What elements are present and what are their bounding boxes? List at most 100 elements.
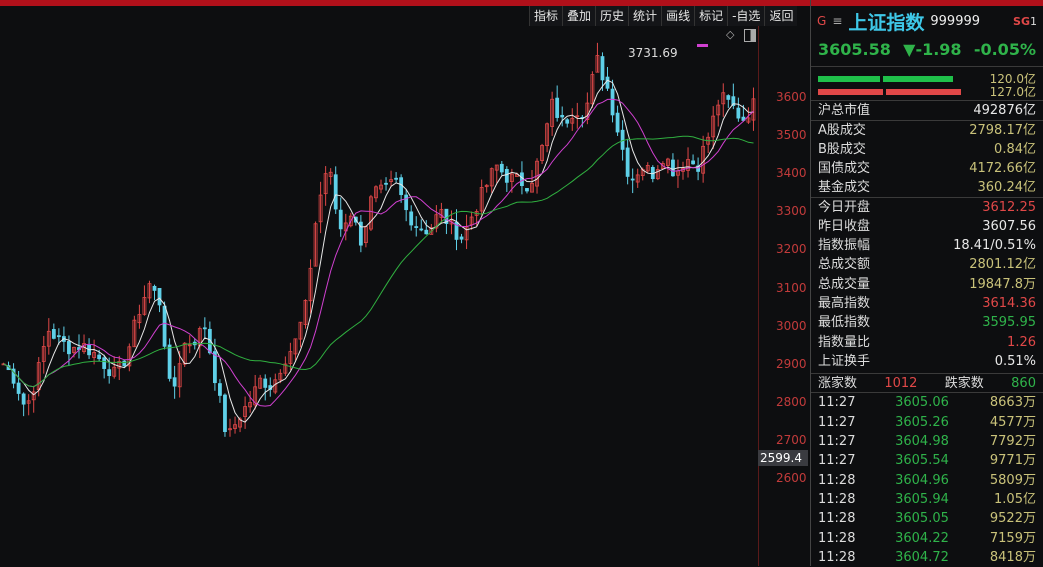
stat-value: 0.51% [994,353,1036,369]
candle-body [419,228,424,231]
candle-body [72,346,76,353]
index-code: 999999 [930,13,981,29]
toolbar-button[interactable]: -自选 [727,6,764,26]
candle-body [182,342,187,365]
candle-body [313,223,318,267]
candle-body [152,285,157,291]
candle-body [550,98,555,127]
candle-body [51,329,56,339]
price-row: 3605.58 ▼-1.98 -0.05% [811,36,1043,62]
y-tick-label: 3000 [776,318,807,333]
title-bar [0,0,1043,6]
stat-label: 今日开盘 [818,200,871,216]
candle-body [741,116,746,121]
stat-value: 1.26 [1007,334,1036,350]
candle-body [595,55,600,73]
flow-bars: 120.0亿 127.0亿 [811,66,1043,100]
stat-label: 沪总市值 [818,103,871,118]
y-tick-label: 2900 [776,356,807,371]
tick-volume: 1.05亿 [994,491,1036,507]
candle-body [112,366,117,377]
stat-value: 0.84亿 [994,141,1036,157]
candle-body [369,196,373,230]
candle-body [117,361,122,369]
candle-body [409,211,414,226]
toolbar-button[interactable]: 画线 [661,6,694,26]
stat-row: B股成交 0.84亿 [811,140,1043,159]
tick-time: 11:27 [818,434,856,450]
candle-body [731,96,736,106]
stat-value: 2798.17亿 [969,123,1036,139]
candle-body [424,229,429,235]
sg-badge: SG [1013,14,1030,28]
candle-body [726,95,731,100]
candle-body [16,382,21,394]
candle-body [530,182,534,193]
candle-body [535,160,539,187]
toolbar-button[interactable]: 叠加 [562,6,595,26]
candle-body [494,164,499,171]
stat-value: 3595.95 [982,315,1036,331]
toolbar-button[interactable]: 指标 [529,6,562,26]
candle-body [660,163,665,169]
candle-body [630,178,635,181]
candle-body [97,354,102,360]
tick-price: 3604.96 [895,472,949,488]
candle-body [721,92,726,105]
tick-volume: 7792万 [989,434,1036,450]
toolbar-button[interactable]: 统计 [628,6,661,26]
candle-body [26,400,31,404]
tick-row: 11:28 3604.72 8418万 [811,548,1043,567]
candle-body [540,145,544,161]
y-tick-label: 3400 [776,166,807,181]
stat-label: 总成交量 [818,276,871,292]
candle-body [243,406,248,418]
candle-body [671,159,675,177]
candle-body [338,209,343,230]
toolbar-button[interactable]: 历史 [595,6,628,26]
candle-body [545,123,549,147]
panel-toggle-icon[interactable] [744,29,756,42]
tick-row: 11:27 3605.06 8663万 [811,393,1043,412]
candle-body [585,102,590,121]
candle-body [691,160,695,165]
tick-volume: 5809万 [989,472,1036,488]
toolbar-button[interactable]: 返回 [764,6,797,26]
candlestick-chart[interactable] [0,26,810,566]
candle-body [484,184,489,188]
diamond-icon[interactable]: ◇ [726,28,735,41]
candle-body [298,321,303,340]
candle-body [645,164,650,172]
breadth-row: 涨家数 1012 跌家数 860 [811,373,1043,392]
candle-body [555,97,560,118]
y-tick-label: 3500 [776,128,807,143]
stat-row: 指数量比 1.26 [811,333,1043,352]
tick-price: 3605.94 [895,491,949,507]
tick-row: 11:28 3605.05 9522万 [811,509,1043,528]
menu-icon[interactable]: ≡ [832,14,843,28]
stat-label: 最高指数 [818,295,871,311]
candle-body [157,287,162,306]
stat-value: 19847.8万 [969,276,1036,292]
price-change: ▼-1.98 [903,39,962,59]
g-icon[interactable]: G [817,14,827,28]
stat-label: 基金成交 [818,180,871,196]
stat-row: 指数振幅 18.41/0.51% [811,236,1043,255]
candle-body [162,305,167,347]
toolbar-button[interactable]: 标记 [694,6,727,26]
candle-body [167,344,172,379]
stat-row: 基金成交 360.24亿 [811,178,1043,197]
ma5-line [3,79,754,423]
candle-body [570,117,575,124]
candle-body [102,357,107,369]
candle-body [394,177,399,180]
candle-body [374,186,378,199]
candle-body [107,369,112,377]
candle-body [379,184,383,190]
candle-body [655,169,660,180]
candle-body [233,424,237,429]
candle-body [56,335,61,338]
candle-body [328,171,333,177]
stat-label: 指数振幅 [818,238,871,254]
candle-body [92,352,96,358]
